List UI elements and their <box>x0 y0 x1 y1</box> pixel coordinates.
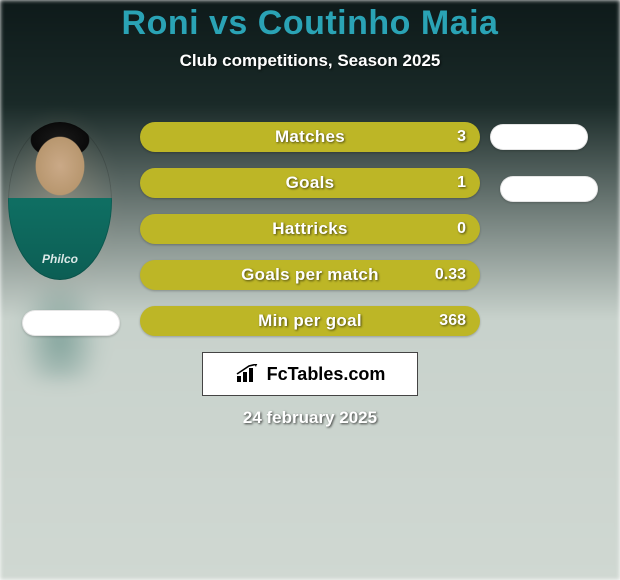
logo-text: FcTables.com <box>267 364 386 385</box>
blank-pill <box>22 310 120 336</box>
date-label: 24 february 2025 <box>0 408 620 428</box>
bar-chart-icon <box>235 364 261 384</box>
stat-value: 0.33 <box>435 266 466 284</box>
blank-pill <box>500 176 598 202</box>
stat-row: Goals per match 0.33 <box>140 260 480 290</box>
stat-value: 0 <box>457 220 466 238</box>
stat-value: 368 <box>439 312 466 330</box>
stat-label: Matches <box>275 127 345 147</box>
source-logo: FcTables.com <box>202 352 418 396</box>
comparison-card: Roni vs Coutinho Maia Club competitions,… <box>0 0 620 580</box>
stat-row: Goals 1 <box>140 168 480 198</box>
stat-label: Goals <box>286 173 335 193</box>
stat-row: Hattricks 0 <box>140 214 480 244</box>
stat-value: 3 <box>457 128 466 146</box>
stat-row: Min per goal 368 <box>140 306 480 336</box>
subtitle: Club competitions, Season 2025 <box>0 51 620 71</box>
player-avatar-left <box>8 122 112 280</box>
avatar-image <box>8 122 112 280</box>
stat-label: Hattricks <box>272 219 347 239</box>
stat-label: Min per goal <box>258 311 362 331</box>
stat-value: 1 <box>457 174 466 192</box>
stat-label: Goals per match <box>241 265 379 285</box>
blank-pill <box>490 124 588 150</box>
stat-row: Matches 3 <box>140 122 480 152</box>
page-title: Roni vs Coutinho Maia <box>0 0 620 43</box>
